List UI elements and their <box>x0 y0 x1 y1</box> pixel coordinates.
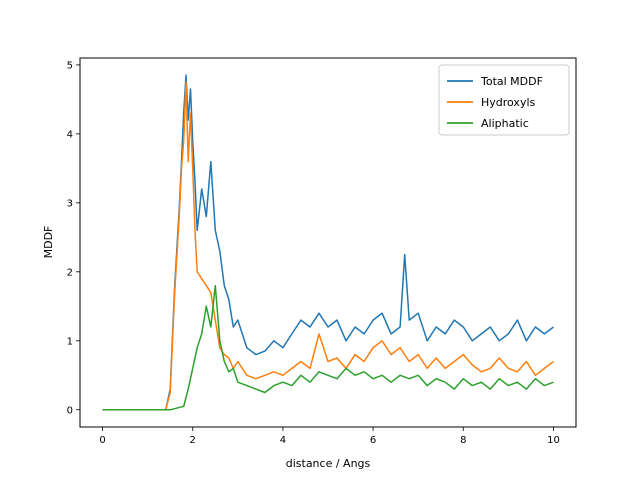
y-tick-label: 4 <box>67 129 73 140</box>
y-axis-label: MDDF <box>42 226 55 259</box>
x-axis: 0 2 4 6 8 10 <box>99 427 560 446</box>
legend-label: Hydroxyls <box>481 96 536 109</box>
y-tick-label: 1 <box>67 336 73 347</box>
series-line-total-mddf <box>102 74 554 411</box>
x-axis-label: distance / Angs <box>286 457 371 470</box>
x-tick-label: 0 <box>99 435 105 446</box>
legend-label: Aliphatic <box>481 117 529 130</box>
y-tick-label: 0 <box>67 405 73 416</box>
series-line-aliphatic <box>102 284 554 411</box>
y-tick-label: 2 <box>67 267 73 278</box>
plot-lines <box>102 74 554 411</box>
y-axis: 0 1 2 3 4 5 <box>67 60 80 416</box>
x-tick-label: 6 <box>370 435 376 446</box>
plot-frame <box>79 57 577 428</box>
x-tick-label: 10 <box>547 435 560 446</box>
y-tick-label: 3 <box>67 198 73 209</box>
series-line-hydroxyls <box>102 81 554 411</box>
legend: Total MDDF Hydroxyls Aliphatic <box>438 64 570 136</box>
x-tick-label: 8 <box>460 435 466 446</box>
legend-label: Total MDDF <box>480 75 543 88</box>
x-tick-label: 2 <box>190 435 196 446</box>
x-tick-label: 4 <box>280 435 286 446</box>
legend-box <box>438 64 570 136</box>
y-tick-label: 5 <box>67 60 73 71</box>
